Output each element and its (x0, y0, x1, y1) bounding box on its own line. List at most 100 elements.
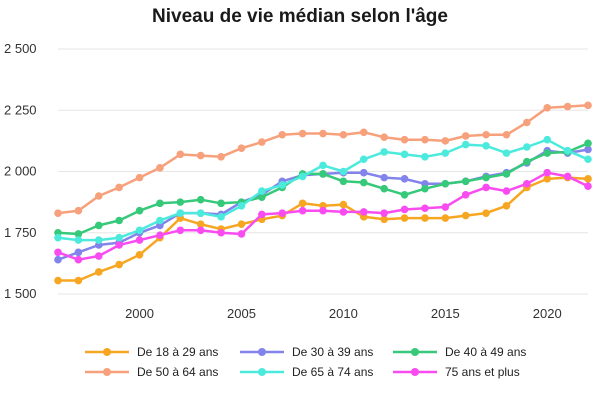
data-point (135, 236, 144, 244)
data-point (563, 146, 572, 155)
data-point (94, 268, 103, 276)
data-point (543, 175, 552, 183)
data-point (54, 255, 62, 264)
data-point (135, 251, 144, 259)
data-point (482, 130, 490, 139)
data-point (461, 211, 470, 220)
legend-label: De 40 à 49 ans (445, 345, 526, 359)
legend-swatch-marker (411, 348, 419, 356)
data-point (461, 190, 470, 199)
data-point (441, 137, 450, 145)
data-point (176, 226, 185, 235)
data-point (196, 226, 205, 235)
data-point (543, 135, 552, 144)
data-point (461, 177, 470, 186)
data-point (584, 182, 592, 190)
data-point (74, 255, 83, 264)
data-point (298, 206, 307, 215)
data-point (523, 179, 531, 188)
data-point (156, 216, 164, 225)
legend-swatch-marker (258, 368, 266, 376)
data-point (380, 209, 388, 217)
legend-label: De 18 à 29 ans (137, 345, 218, 359)
y-tick-label: 2 500 (4, 41, 37, 56)
data-point (115, 183, 123, 192)
data-point (196, 195, 205, 204)
data-point (237, 230, 246, 238)
x-tick-label: 2000 (125, 306, 154, 321)
data-point (135, 206, 144, 215)
series-line-6 (57, 171, 589, 261)
data-point (584, 139, 592, 148)
data-point (298, 129, 307, 138)
data-point (156, 199, 164, 208)
data-point (482, 183, 490, 192)
data-point (359, 155, 368, 164)
data-point (584, 145, 592, 154)
data-point (421, 204, 429, 213)
data-point (258, 138, 266, 146)
data-point (584, 155, 592, 164)
data-point (217, 153, 225, 161)
data-point (421, 135, 429, 144)
data-point (339, 208, 348, 216)
data-point (74, 248, 83, 257)
data-point (380, 173, 388, 182)
data-point (319, 129, 327, 138)
data-point (217, 213, 225, 221)
y-tick-label: 2 250 (4, 102, 37, 117)
data-point (502, 187, 511, 195)
data-point (543, 168, 552, 177)
y-tick-label: 1 500 (4, 286, 37, 301)
data-point (156, 164, 164, 172)
data-point (441, 214, 450, 222)
data-point (74, 236, 83, 244)
data-point (115, 216, 123, 225)
data-point (278, 181, 287, 189)
data-point (359, 208, 368, 216)
data-point (237, 220, 246, 228)
data-point (54, 209, 62, 217)
data-point (584, 101, 592, 110)
legend-swatch-marker (103, 368, 111, 376)
data-point (421, 184, 429, 193)
legend-label: 75 ans et plus (445, 365, 520, 379)
data-point (217, 199, 225, 208)
data-point (319, 161, 327, 170)
data-point (380, 215, 388, 224)
data-point (400, 205, 409, 214)
data-point (258, 193, 266, 202)
data-point (339, 130, 348, 139)
data-point (563, 172, 572, 181)
data-point (380, 148, 388, 156)
data-point (482, 141, 490, 150)
data-point (135, 173, 144, 182)
data-point (380, 133, 388, 141)
data-point (319, 170, 327, 178)
data-point (380, 184, 388, 193)
data-point (339, 200, 348, 209)
data-point (74, 276, 83, 285)
data-point (176, 150, 185, 159)
y-tick-label: 1 750 (4, 225, 37, 240)
data-point (278, 209, 287, 217)
data-point (441, 149, 450, 157)
data-point (237, 144, 246, 153)
data-point (115, 260, 123, 269)
data-point (523, 118, 531, 127)
data-point (523, 143, 531, 151)
legend-swatch-marker (258, 348, 266, 356)
data-point (217, 228, 225, 237)
data-point (482, 209, 490, 217)
data-point (176, 198, 185, 206)
data-point (319, 206, 327, 215)
data-point (482, 173, 490, 182)
x-tick-label: 2020 (533, 306, 562, 321)
data-point (196, 220, 205, 228)
data-point (502, 149, 511, 157)
data-point (94, 236, 103, 244)
data-point (258, 210, 266, 219)
data-point (54, 248, 62, 257)
legend-label: De 50 à 64 ans (137, 365, 218, 379)
